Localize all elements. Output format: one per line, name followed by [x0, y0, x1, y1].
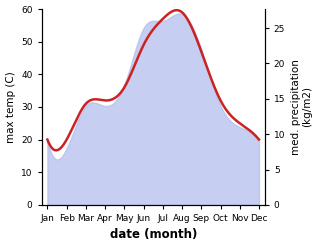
X-axis label: date (month): date (month) [109, 228, 197, 242]
Y-axis label: max temp (C): max temp (C) [5, 71, 16, 143]
Y-axis label: med. precipitation
(kg/m2): med. precipitation (kg/m2) [291, 59, 313, 155]
